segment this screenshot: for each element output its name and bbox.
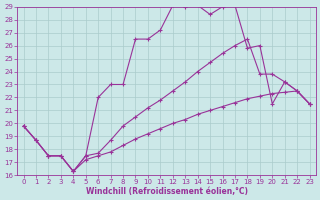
X-axis label: Windchill (Refroidissement éolien,°C): Windchill (Refroidissement éolien,°C) [85,187,248,196]
